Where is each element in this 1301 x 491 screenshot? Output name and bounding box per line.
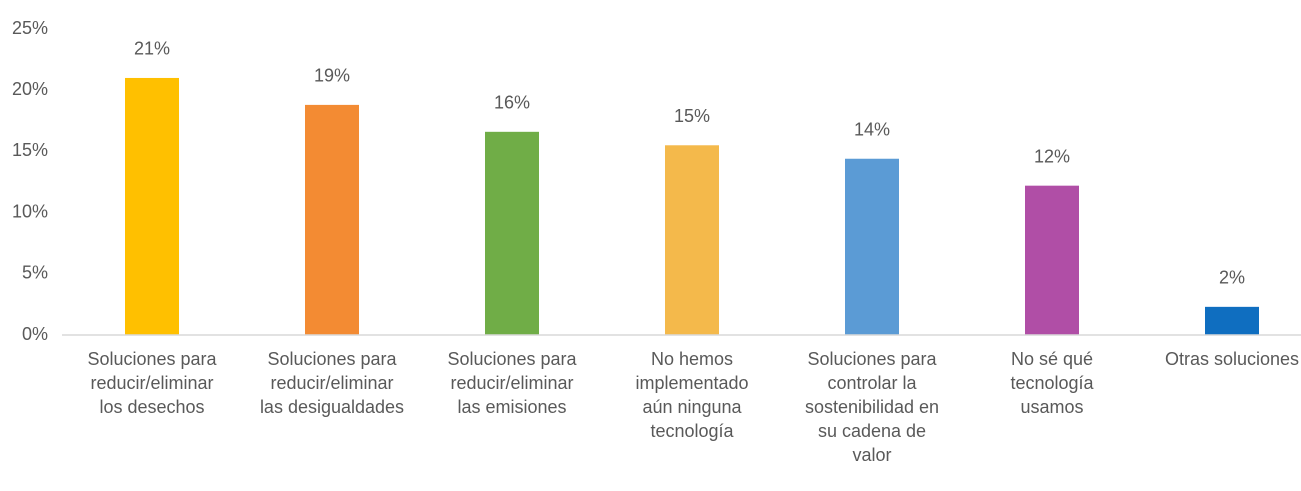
x-tick-line: sostenibilidad en [805, 397, 939, 417]
y-tick-label: 10% [12, 201, 48, 221]
x-tick-line: su cadena de [818, 421, 926, 441]
y-tick-label: 20% [12, 79, 48, 99]
y-tick-label: 25% [12, 18, 48, 38]
bar [665, 145, 719, 335]
x-tick-line: Soluciones para [447, 349, 577, 369]
x-tick-line: Otras soluciones [1165, 349, 1299, 369]
x-tick-line: tecnología [1010, 373, 1094, 393]
x-tick-line: Soluciones para [87, 349, 217, 369]
x-tick-line: reducir/eliminar [450, 373, 573, 393]
x-tick-line: las emisiones [457, 397, 566, 417]
x-tick-line: usamos [1020, 397, 1083, 417]
data-label: 2% [1219, 268, 1245, 288]
x-tick-label: No hemos implementado aún ninguna tecnologí… [635, 349, 748, 441]
x-tick-line: No sé qué [1011, 349, 1093, 369]
x-tick-line: los desechos [99, 397, 204, 417]
y-tick-label: 0% [22, 324, 48, 344]
data-label: 16% [494, 93, 530, 113]
data-label: 15% [674, 106, 710, 126]
y-tick-label: 5% [22, 263, 48, 283]
x-tick-line: valor [852, 445, 891, 465]
bar [485, 131, 539, 335]
x-tick-line: No hemos [651, 349, 733, 369]
bar [1205, 306, 1259, 335]
x-tick-line: las desigualdades [260, 397, 404, 417]
x-tick-line: Soluciones para [807, 349, 937, 369]
x-tick-label: No sé qué tecnología usamos [1010, 349, 1094, 417]
bar [845, 158, 899, 335]
bar [1025, 185, 1079, 335]
data-label: 19% [314, 66, 350, 86]
x-tick-line: Soluciones para [267, 349, 397, 369]
data-label: 21% [134, 39, 170, 59]
x-tick-line: implementado [635, 373, 748, 393]
data-label: 14% [854, 119, 890, 139]
x-tick-line: reducir/eliminar [270, 373, 393, 393]
x-tick-label: Soluciones para reducir/eliminar las emisi… [447, 349, 577, 417]
x-tick-line: reducir/eliminar [90, 373, 213, 393]
y-tick-label: 15% [12, 140, 48, 160]
x-tick-line: aún ninguna [642, 397, 742, 417]
x-tick-label: Otras soluciones [1165, 349, 1299, 369]
x-tick-line: controlar la [827, 373, 917, 393]
data-label: 12% [1034, 146, 1070, 166]
bar [305, 104, 359, 335]
bar [125, 77, 179, 336]
x-tick-label: Soluciones para controlar la sostenibilida… [805, 349, 939, 465]
x-tick-line: tecnología [650, 421, 734, 441]
x-tick-label: Soluciones para reducir/eliminar los desec… [87, 349, 217, 417]
x-tick-label: Soluciones para reducir/eliminar las desig… [260, 349, 404, 417]
